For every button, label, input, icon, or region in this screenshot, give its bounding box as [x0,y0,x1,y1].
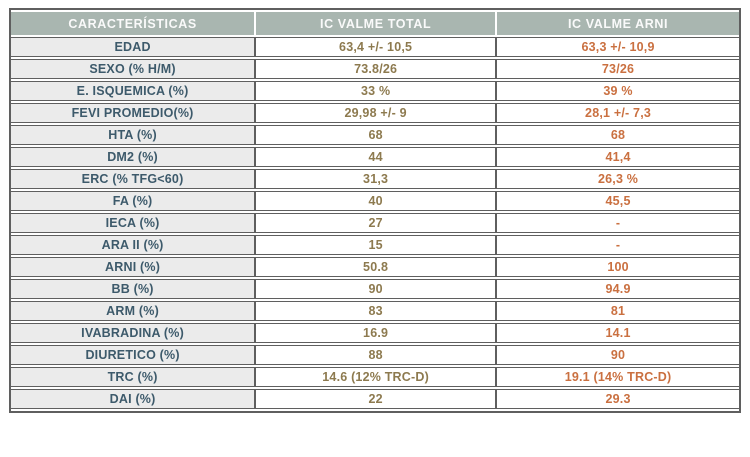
value-arni: 100 [495,257,739,277]
row-label: IVABRADINA (%) [11,323,255,343]
value-total: 40 [254,191,496,211]
table-row: IECA (%) 27- [11,213,739,233]
table-row: FEVI PROMEDIO(%) 29,98 +/- 9 28,1 +/- 7,3 [11,103,739,123]
value-total: 22 [254,389,496,409]
table-row: ERC (% TFG<60) 31,3 26,3 % [11,169,739,189]
value-total: 31,3 [254,169,496,189]
value-total: 68 [254,125,496,145]
row-label: FEVI PROMEDIO(%) [11,103,255,123]
row-label: EDAD [11,37,255,57]
table-row: SEXO (% H/M) 73.8/26 73/26 [11,59,739,79]
row-label: FA (%) [11,191,255,211]
value-arni: - [495,235,739,255]
value-total: 90 [254,279,496,299]
table-row: EDAD 63,4 +/- 10,5 63,3 +/- 10,9 [11,37,739,57]
value-total: 29,98 +/- 9 [254,103,496,123]
table-container: CARACTERÍSTICAS IC VALME TOTAL IC VALME … [9,8,741,413]
value-arni: 73/26 [495,59,739,79]
table-row: ARA II (%) 15- [11,235,739,255]
value-arni: 41,4 [495,147,739,167]
value-total: 33 % [254,81,496,101]
value-arni: 26,3 % [495,169,739,189]
row-label: HTA (%) [11,125,255,145]
table-row: ARNI (%) 50.8 100 [11,257,739,277]
column-header-ic-valme-total: IC VALME TOTAL [254,12,496,35]
value-total: 63,4 +/- 10,5 [254,37,496,57]
characteristics-table: CARACTERÍSTICAS IC VALME TOTAL IC VALME … [9,8,741,413]
value-arni: 81 [495,301,739,321]
value-total: 73.8/26 [254,59,496,79]
value-total: 44 [254,147,496,167]
row-label: DM2 (%) [11,147,255,167]
table-row: BB (%) 90 94.9 [11,279,739,299]
row-label: DAI (%) [11,389,255,409]
value-total: 50.8 [254,257,496,277]
value-arni: 28,1 +/- 7,3 [495,103,739,123]
table-row: IVABRADINA (%) 16.9 14.1 [11,323,739,343]
row-label: TRC (%) [11,367,255,387]
value-arni: 68 [495,125,739,145]
value-total: 88 [254,345,496,365]
table-row: DAI (%) 22 29.3 [11,389,739,409]
value-total: 16.9 [254,323,496,343]
table-row: TRC (%) 14.6 (12% TRC-D) 19.1 (14% TRC-D) [11,367,739,387]
value-arni: - [495,213,739,233]
header-row: CARACTERÍSTICAS IC VALME TOTAL IC VALME … [11,12,739,35]
row-label: ERC (% TFG<60) [11,169,255,189]
table-row: ARM (%) 83 81 [11,301,739,321]
row-label: ARA II (%) [11,235,255,255]
value-arni: 39 % [495,81,739,101]
value-arni: 90 [495,345,739,365]
value-arni: 63,3 +/- 10,9 [495,37,739,57]
value-arni: 19.1 (14% TRC-D) [495,367,739,387]
table-row: FA (%) 40 45,5 [11,191,739,211]
row-label: SEXO (% H/M) [11,59,255,79]
value-total: 27 [254,213,496,233]
value-arni: 14.1 [495,323,739,343]
value-total: 14.6 (12% TRC-D) [254,367,496,387]
table-row: DM2 (%) 44 41,4 [11,147,739,167]
row-label: ARNI (%) [11,257,255,277]
row-label: ARM (%) [11,301,255,321]
row-label: IECA (%) [11,213,255,233]
row-label: DIURETICO (%) [11,345,255,365]
column-header-ic-valme-arni: IC VALME ARNI [495,12,739,35]
value-total: 83 [254,301,496,321]
value-total: 15 [254,235,496,255]
value-arni: 94.9 [495,279,739,299]
row-label: BB (%) [11,279,255,299]
value-arni: 29.3 [495,389,739,409]
table-row: HTA (%) 68 68 [11,125,739,145]
row-label: E. ISQUEMICA (%) [11,81,255,101]
column-header-caracteristicas: CARACTERÍSTICAS [11,12,255,35]
table-row: E. ISQUEMICA (%) 33 % 39 % [11,81,739,101]
table-row: DIURETICO (%) 88 90 [11,345,739,365]
value-arni: 45,5 [495,191,739,211]
